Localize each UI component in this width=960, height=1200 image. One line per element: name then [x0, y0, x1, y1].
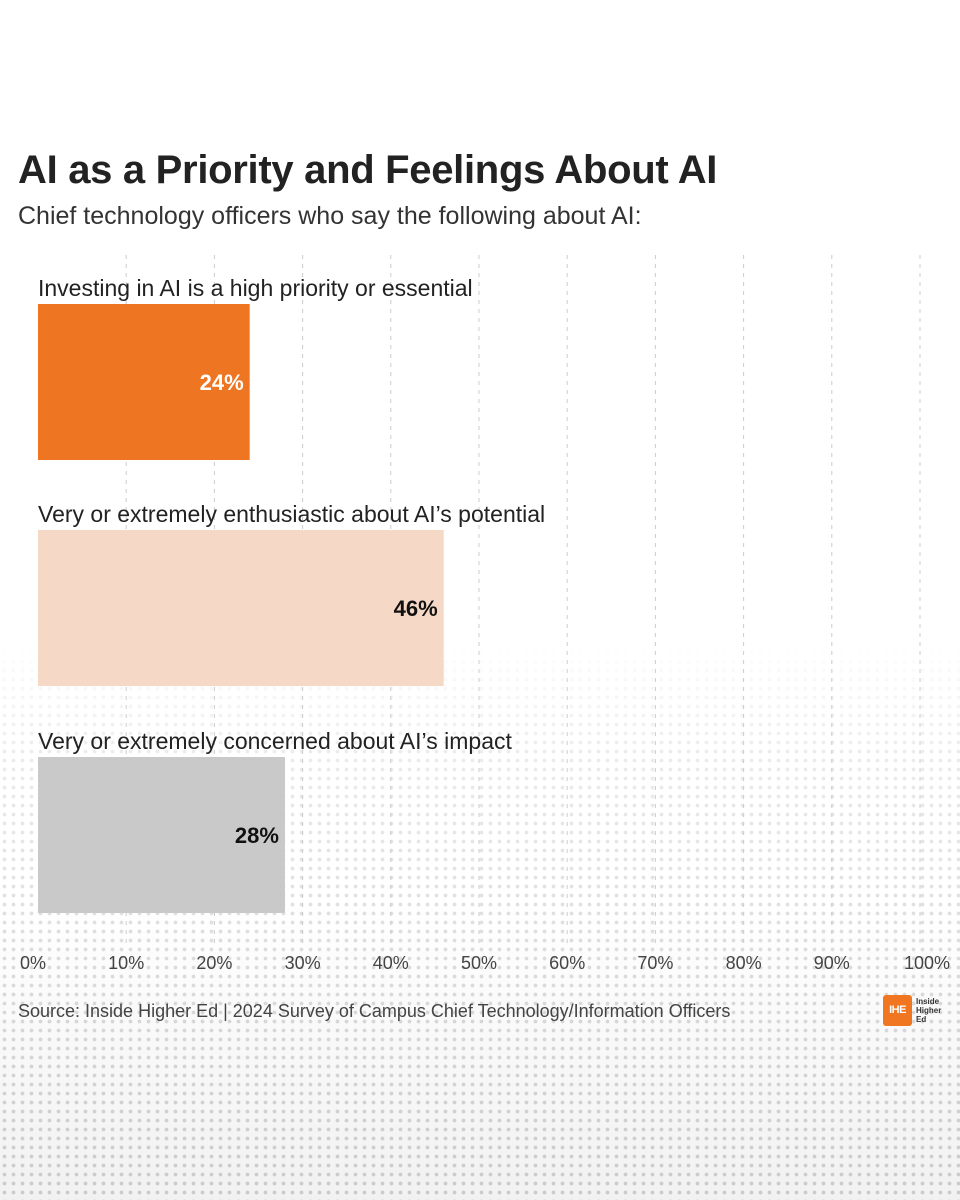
tick-label: 40% [373, 953, 409, 973]
ihe-logo-mark: IHE [883, 994, 912, 1026]
logo-line-3: Ed [916, 1014, 927, 1024]
source-note: Source: Inside Higher Ed | 2024 Survey o… [18, 1001, 731, 1021]
x-axis-ticks: 0% 10% 20% 30% 40% 50% 60% 70% 80% 90% 100% [20, 953, 950, 973]
tick-label: 20% [196, 953, 232, 973]
category-label: Investing in AI is a high priority or es… [38, 275, 473, 301]
logo-line-2: Higher [916, 1005, 942, 1015]
tick-label: 60% [549, 953, 585, 973]
data-label: 28% [235, 823, 279, 848]
bar [38, 304, 250, 460]
tick-label: 10% [108, 953, 144, 973]
tick-label: 100% [904, 953, 950, 973]
tick-label: 90% [814, 953, 850, 973]
bar [38, 757, 285, 913]
tick-label: 50% [461, 953, 497, 973]
bars: Investing in AI is a high priority or es… [38, 275, 545, 913]
data-label: 46% [394, 596, 438, 621]
tick-label: 0% [20, 953, 46, 973]
tick-label: 30% [285, 953, 321, 973]
chart-title: AI as a Priority and Feelings About AI [18, 148, 718, 192]
tick-label: 70% [637, 953, 673, 973]
data-label: 24% [200, 370, 244, 395]
bar [38, 530, 444, 686]
tick-label: 80% [726, 953, 762, 973]
ihe-logo: IHE Inside Higher Ed [883, 993, 949, 1027]
category-label: Very or extremely concerned about AI’s i… [38, 728, 512, 754]
logo-line-1: Inside [916, 996, 940, 1006]
ihe-logo-text: Inside Higher Ed [916, 997, 941, 1024]
chart-subtitle: Chief technology officers who say the fo… [18, 202, 642, 230]
category-label: Very or extremely enthusiastic about AI’… [38, 501, 545, 527]
